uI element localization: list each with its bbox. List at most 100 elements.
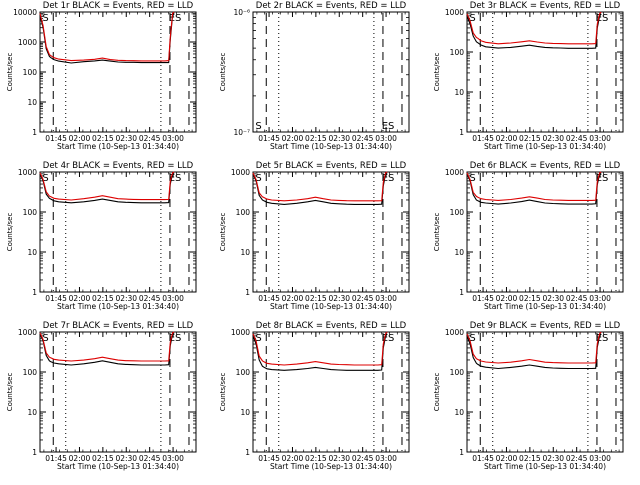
x-tick-label: 02:45 (139, 294, 161, 303)
x-tick-label: 02:00 (496, 294, 518, 303)
y-tick-label: 1 (459, 448, 464, 457)
plot-frame (39, 171, 197, 293)
x-tick-label: 02:15 (519, 454, 541, 463)
chart-panel-6: Det 6r BLACK = Events, RED = LLD Counts/s… (433, 161, 624, 311)
x-tick-label: 02:45 (352, 454, 374, 463)
x-tick-label: 01:45 (472, 454, 494, 463)
event-marker-s: S (42, 173, 48, 184)
x-tick-label: 02:00 (496, 454, 518, 463)
x-axis-label: Start Time (10-Sep-13 01:34:40) (270, 142, 392, 151)
event-marker-s: S (175, 173, 181, 184)
y-tick-label: 10000 (13, 8, 37, 17)
x-tick-label: 02:30 (542, 454, 564, 463)
chart-panel-3: Det 3r BLACK = Events, RED = LLD Counts/s… (433, 1, 624, 151)
y-tick-label: 10 (454, 248, 464, 257)
x-tick-label: 01:45 (472, 294, 494, 303)
y-tick-label: 10 (27, 98, 37, 107)
event-marker-s: S (469, 173, 475, 184)
plot-frame (466, 331, 624, 453)
x-tick-label: 03:00 (589, 134, 611, 143)
event-marker-s: S (388, 173, 394, 184)
x-axis-label: Start Time (10-Sep-13 01:34:40) (57, 302, 179, 311)
chart-title: Det 3r BLACK = Events, RED = LLD (470, 1, 621, 11)
y-tick-label: 100 (23, 68, 38, 77)
series-events (466, 172, 602, 205)
series-events (252, 172, 388, 205)
y-tick-label: 1 (245, 448, 250, 457)
y-tick-label: 1000 (18, 168, 37, 177)
event-marker-s: S (42, 13, 48, 24)
chart-title: Det 1r BLACK = Events, RED = LLD (43, 1, 194, 11)
event-marker-s: S (255, 121, 261, 132)
y-tick-label: 10 (240, 408, 250, 417)
y-tick-label: 1000 (231, 168, 250, 177)
x-tick-label: 02:45 (139, 134, 161, 143)
series-events (39, 12, 175, 64)
event-marker-s: S (469, 333, 475, 344)
y-tick-label: 100 (236, 208, 251, 217)
x-tick-label: 02:45 (566, 134, 588, 143)
series-lld (252, 171, 388, 202)
x-tick-label: 02:00 (282, 294, 304, 303)
series-events (39, 172, 175, 204)
series-events (252, 333, 388, 371)
x-tick-label: 01:45 (45, 134, 67, 143)
series-events (39, 332, 175, 366)
x-tick-label: 02:00 (69, 294, 91, 303)
chart-panel-2: Det 2r BLACK = Events, RED = LLD Counts/s… (219, 1, 410, 151)
y-tick-label: 1 (459, 128, 464, 137)
y-axis-label: Counts/sec (6, 373, 14, 412)
x-tick-label: 01:45 (45, 454, 67, 463)
plot-frame (466, 171, 624, 293)
y-axis-label: Counts/sec (6, 53, 14, 92)
y-tick-label: 10⁻⁷ (233, 128, 250, 137)
y-tick-label: 100 (23, 368, 38, 377)
chart-title: Det 8r BLACK = Events, RED = LLD (256, 321, 407, 331)
x-tick-label: 02:15 (305, 294, 327, 303)
chart-title: Det 5r BLACK = Events, RED = LLD (256, 161, 407, 171)
chart-title: Det 6r BLACK = Events, RED = LLD (470, 161, 621, 171)
x-tick-label: 01:45 (45, 294, 67, 303)
event-marker-e: E (382, 121, 388, 132)
x-tick-label: 02:30 (542, 294, 564, 303)
plot-frame (39, 331, 197, 453)
chart-title: Det 2r BLACK = Events, RED = LLD (256, 1, 407, 11)
y-tick-label: 100 (450, 208, 465, 217)
event-marker-s: S (42, 333, 48, 344)
y-axis-label: Counts/sec (433, 213, 441, 252)
chart-panel-8: Det 8r BLACK = Events, RED = LLD Counts/s… (219, 321, 410, 471)
series-lld (252, 331, 388, 366)
x-tick-label: 02:30 (542, 134, 564, 143)
x-tick-label: 02:45 (566, 294, 588, 303)
series-lld (466, 171, 602, 201)
series-events (466, 13, 602, 49)
event-marker-s: S (388, 333, 394, 344)
event-marker-s: S (469, 13, 475, 24)
chart-title: Det 4r BLACK = Events, RED = LLD (43, 161, 194, 171)
y-axis-label: Counts/sec (219, 213, 227, 252)
y-tick-label: 1000 (231, 328, 250, 337)
plot-frame (252, 331, 410, 453)
x-tick-label: 03:00 (589, 294, 611, 303)
event-marker-s: S (602, 13, 608, 24)
event-marker-s: S (602, 173, 608, 184)
x-axis-label: Start Time (10-Sep-13 01:34:40) (57, 462, 179, 471)
x-axis-label: Start Time (10-Sep-13 01:34:40) (484, 462, 606, 471)
series-lld (466, 11, 602, 45)
y-tick-label: 1000 (445, 168, 464, 177)
x-tick-label: 03:00 (162, 134, 184, 143)
x-tick-label: 03:00 (162, 294, 184, 303)
x-tick-label: 02:30 (328, 294, 350, 303)
chart-panel-1: Det 1r BLACK = Events, RED = LLD Counts/s… (6, 1, 197, 151)
x-tick-label: 02:45 (352, 294, 374, 303)
x-tick-label: 01:45 (258, 294, 280, 303)
y-axis-label: Counts/sec (219, 373, 227, 412)
x-tick-label: 02:15 (519, 134, 541, 143)
y-tick-label: 10 (27, 248, 37, 257)
series-events (466, 333, 602, 370)
y-tick-label: 10 (240, 248, 250, 257)
x-tick-label: 02:45 (139, 454, 161, 463)
y-tick-label: 100 (236, 368, 251, 377)
x-tick-label: 02:00 (69, 134, 91, 143)
